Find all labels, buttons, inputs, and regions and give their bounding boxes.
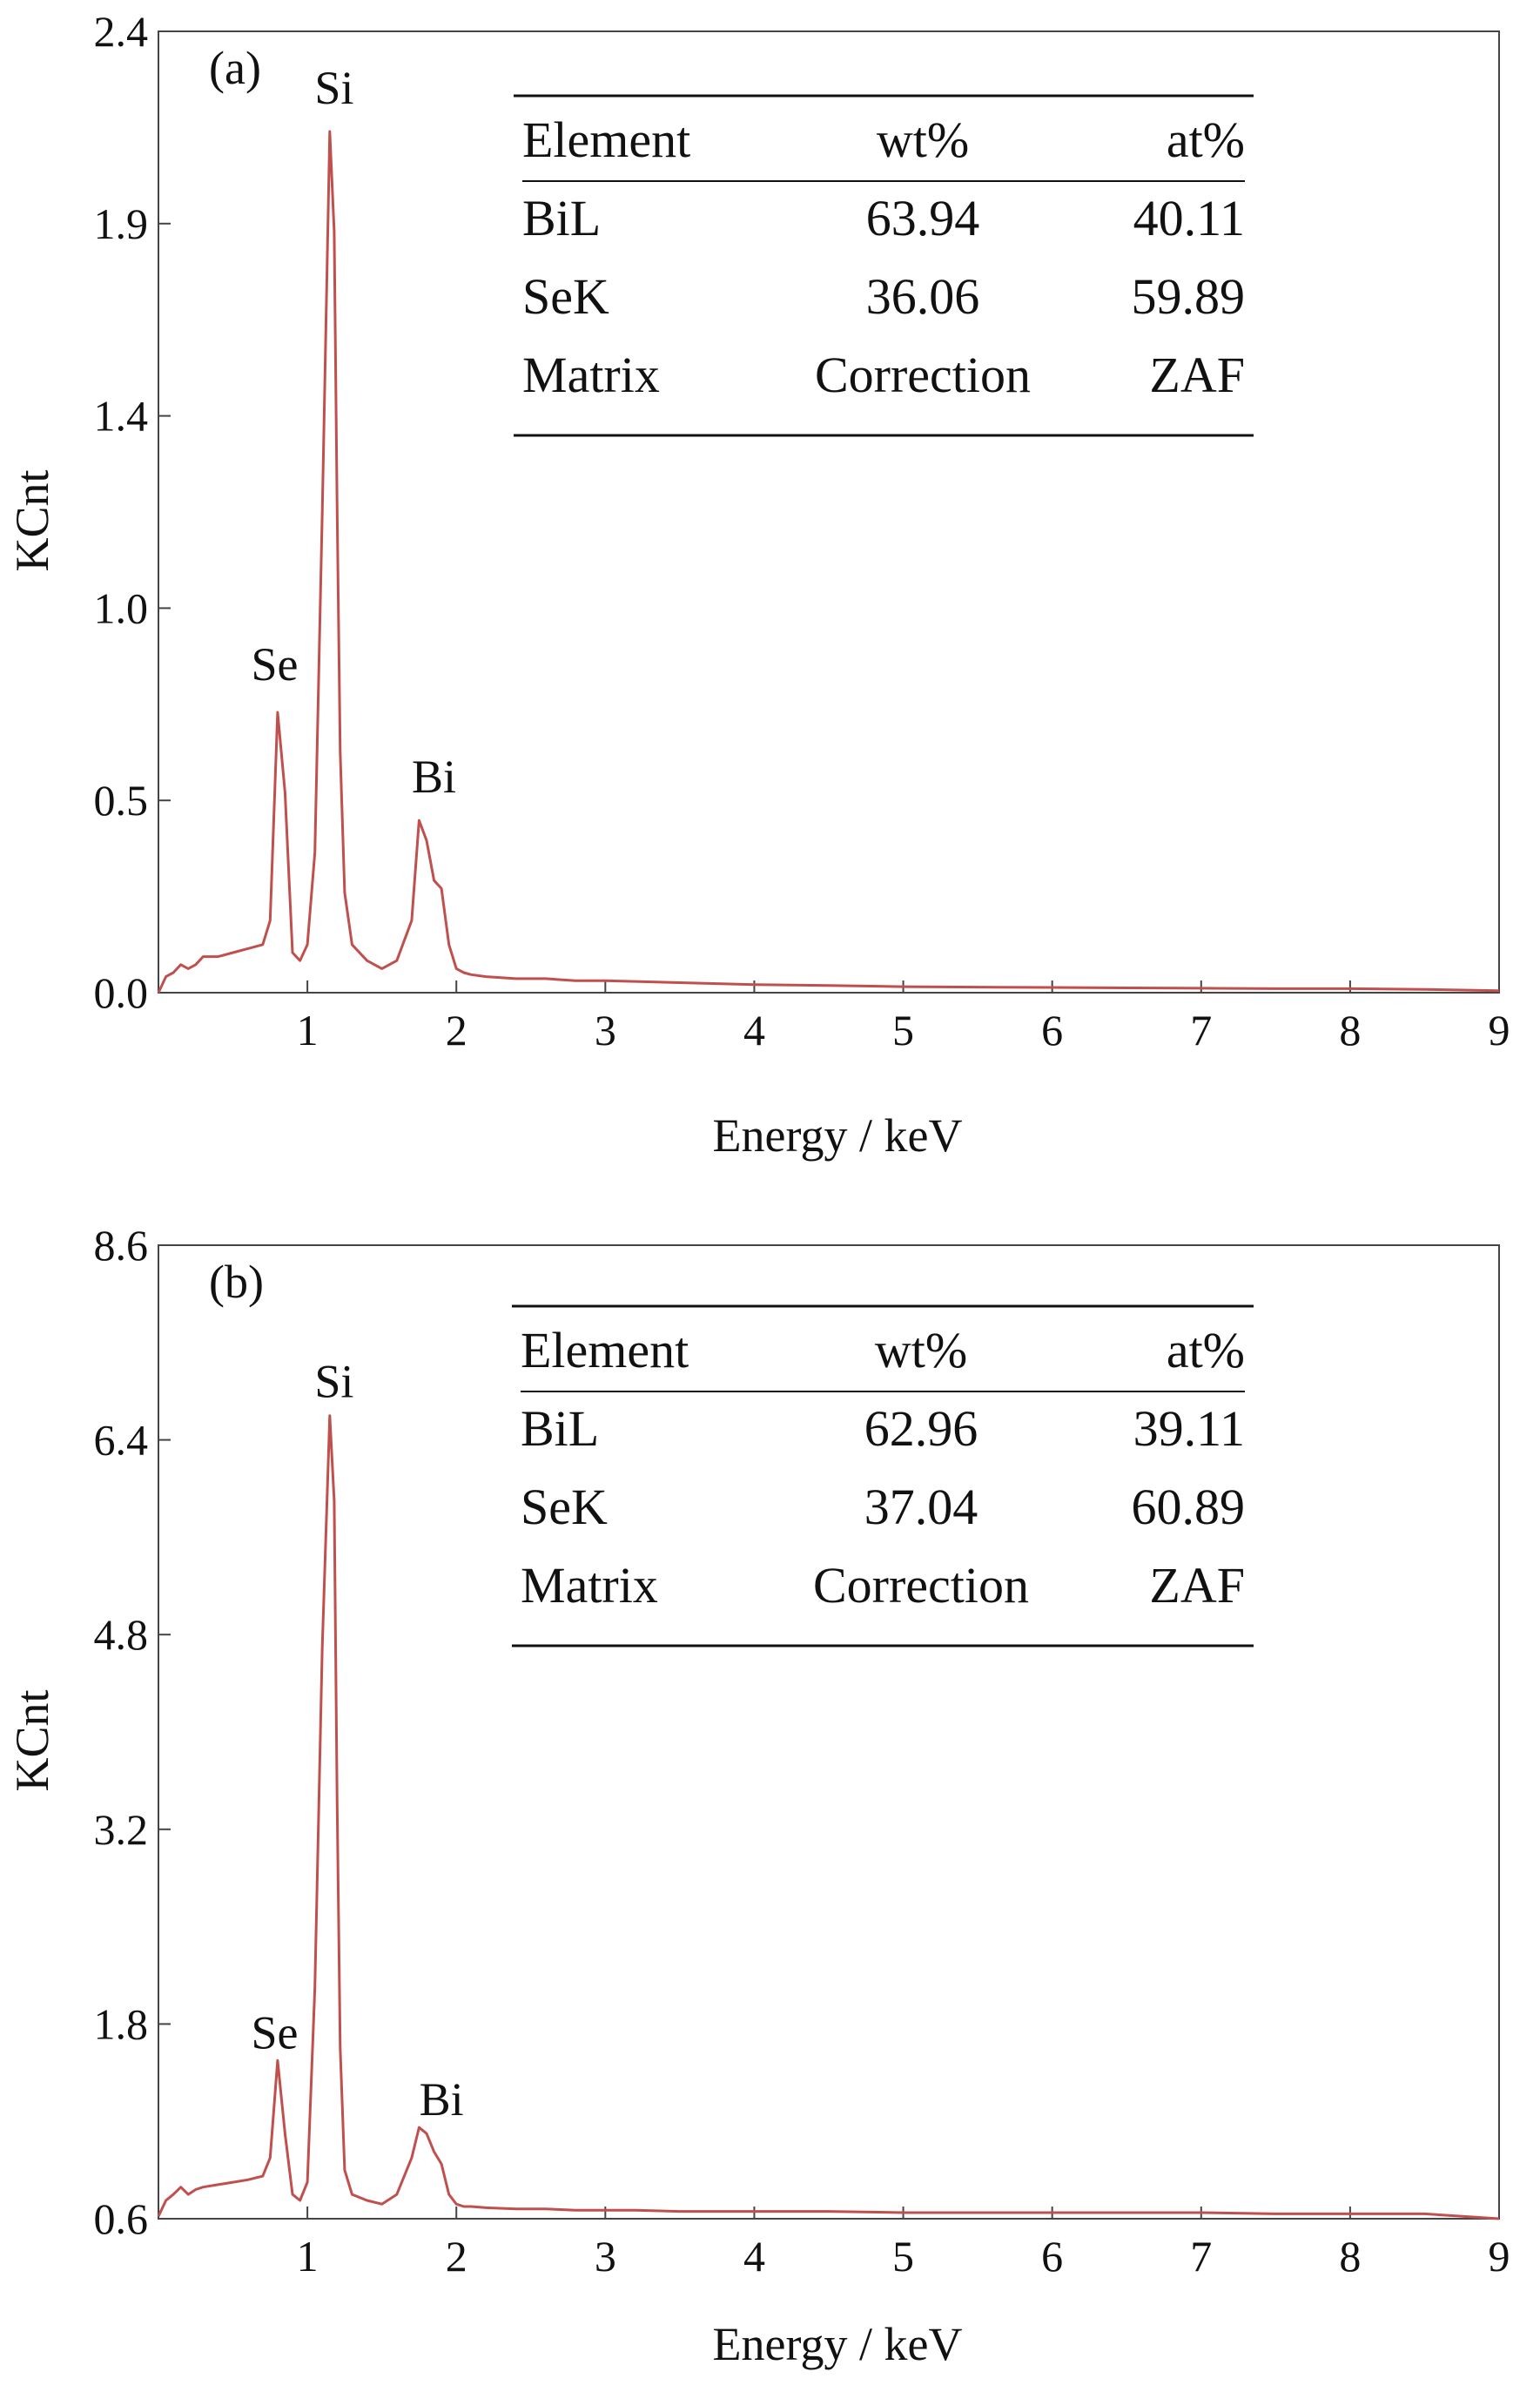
- y-tick-label: 1.0: [94, 583, 149, 632]
- x-tick-label: 1: [297, 1006, 319, 1055]
- x-tick-label: 7: [1190, 1006, 1212, 1055]
- peak-label: Bi: [420, 2073, 464, 2126]
- x-tick-label: 2: [446, 1006, 467, 1055]
- spectrum-line: [157, 130, 1500, 994]
- y-tick-label: 1.9: [94, 199, 149, 248]
- x-tick-label: 3: [595, 2232, 616, 2281]
- x-tick-label: 5: [892, 2232, 914, 2281]
- table-header-cell: at%: [1167, 111, 1245, 168]
- table-cell: 40.11: [1133, 190, 1245, 246]
- table-header-cell: Element: [521, 1322, 689, 1378]
- x-tick-label: 1: [297, 2232, 319, 2281]
- peak-label: Se: [251, 2006, 298, 2058]
- y-tick-label: 0.6: [94, 2194, 149, 2243]
- table-cell: 62.96: [864, 1400, 978, 1457]
- x-axis-label: Energy / keV: [713, 1109, 963, 1162]
- table-header-cell: wt%: [875, 1322, 967, 1378]
- table-cell: SeK: [522, 268, 609, 325]
- table-cell: Correction: [813, 1557, 1029, 1614]
- peak-label: Se: [251, 638, 298, 691]
- y-tick-label: 3.2: [94, 1805, 149, 1854]
- panel-label: (b): [209, 1256, 264, 1308]
- y-tick-label: 4.8: [94, 1610, 149, 1659]
- x-tick-label: 6: [1041, 2232, 1063, 2281]
- y-axis-label: KCnt: [6, 1689, 58, 1791]
- y-tick-label: 0.0: [94, 968, 149, 1017]
- x-tick-label: 6: [1041, 1006, 1063, 1055]
- x-axis-label: Energy / keV: [713, 2318, 963, 2370]
- table-cell: ZAF: [1149, 347, 1245, 403]
- x-tick-label: 4: [743, 2232, 765, 2281]
- x-tick-label: 8: [1339, 1006, 1361, 1055]
- peak-label: Si: [314, 1356, 353, 1408]
- table-header-cell: Element: [522, 111, 690, 168]
- table-cell: BiL: [521, 1400, 599, 1457]
- table-cell: 37.04: [864, 1479, 978, 1535]
- table-cell: ZAF: [1149, 1557, 1245, 1614]
- plot-frame: [158, 1244, 1500, 2220]
- x-tick-label: 8: [1339, 2232, 1361, 2281]
- table-cell: Correction: [815, 347, 1031, 403]
- table-cell: BiL: [522, 190, 601, 246]
- x-tick-label: 3: [595, 1006, 616, 1055]
- x-tick-label: 4: [743, 1006, 765, 1055]
- x-tick-label: 5: [892, 1006, 914, 1055]
- peak-label: Bi: [412, 751, 456, 803]
- y-axis-label: KCnt: [6, 469, 58, 571]
- y-tick-label: 0.5: [94, 776, 149, 825]
- plot-frame: [158, 30, 1500, 994]
- table-cell: 63.94: [866, 190, 980, 246]
- table-cell: 59.89: [1132, 268, 1246, 325]
- peak-label: Si: [314, 62, 353, 114]
- table-cell: 39.11: [1133, 1400, 1245, 1457]
- panel-label: (a): [209, 42, 261, 94]
- table-cell: Matrix: [521, 1557, 658, 1614]
- y-tick-label: 2.4: [94, 7, 149, 56]
- x-tick-label: 9: [1489, 1006, 1510, 1055]
- x-tick-label: 9: [1489, 2232, 1510, 2281]
- x-tick-label: 2: [446, 2232, 467, 2281]
- table-header-cell: at%: [1167, 1322, 1245, 1378]
- y-tick-label: 1.8: [94, 1999, 149, 2048]
- table-header-cell: wt%: [877, 111, 969, 168]
- x-tick-label: 7: [1190, 2232, 1212, 2281]
- y-tick-label: 6.4: [94, 1416, 149, 1465]
- y-tick-label: 1.4: [94, 392, 149, 441]
- table-cell: 36.06: [866, 268, 980, 325]
- spectrum-line: [157, 1414, 1500, 2220]
- table-cell: Matrix: [522, 347, 660, 403]
- table-cell: 60.89: [1132, 1479, 1246, 1535]
- table-cell: SeK: [521, 1479, 608, 1535]
- y-tick-label: 8.6: [94, 1221, 149, 1270]
